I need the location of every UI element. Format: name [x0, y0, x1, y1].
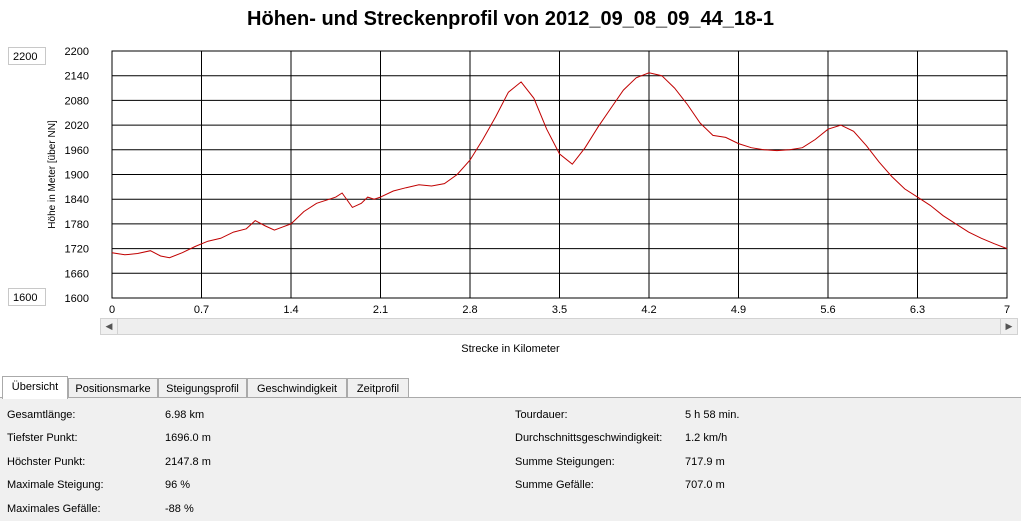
stat-label: Maximales Gefälle: — [7, 503, 101, 515]
y-tick-label: 1780 — [65, 219, 89, 231]
stat-value: 717.9 m — [685, 456, 725, 468]
stat-value: 707.0 m — [685, 479, 725, 491]
x-tick-label: 4.2 — [641, 304, 656, 316]
stat-label: Gesamtlänge: — [7, 409, 76, 421]
x-tick-label: 0 — [109, 304, 115, 316]
y-tick-label: 2200 — [65, 46, 89, 58]
chart-title: Höhen- und Streckenprofil von 2012_09_08… — [247, 8, 774, 30]
y-tick-label: 1720 — [65, 244, 89, 256]
stat-value: 96 % — [165, 479, 191, 491]
stat-label: Maximale Steigung: — [7, 479, 104, 491]
x-tick-label: 2.1 — [373, 304, 388, 316]
tab-steigungsprofil[interactable]: Steigungsprofil — [158, 378, 247, 398]
x-tick-label: 7 — [1004, 304, 1010, 316]
chart-scrollbar[interactable]: ◀ ▶ — [100, 318, 1018, 335]
stat-label: Höchster Punkt: — [7, 456, 86, 468]
stat-value: 5 h 58 min. — [685, 409, 740, 421]
stat-label: Tiefster Punkt: — [7, 432, 78, 444]
overview-panel: Gesamtlänge: 6.98 km Tiefster Punkt: 169… — [0, 397, 1021, 521]
tab-bar: Übersicht Positionsmarke Steigungsprofil… — [0, 376, 1021, 399]
y-tick-label: 2020 — [65, 120, 89, 132]
x-tick-label: 4.9 — [731, 304, 746, 316]
x-axis-label: Strecke in Kilometer — [461, 343, 560, 355]
y-tick-label: 1900 — [65, 170, 89, 182]
y-tick-label: 2080 — [65, 95, 89, 107]
stat-value: 6.98 km — [165, 409, 205, 421]
y-min-field[interactable]: 1600 — [8, 288, 46, 306]
x-tick-label: 3.5 — [552, 304, 567, 316]
y-tick-label: 2140 — [65, 71, 89, 83]
elevation-line — [111, 72, 1008, 259]
stat-label: Tourdauer: — [515, 409, 568, 421]
y-max-field[interactable]: 2200 — [8, 47, 46, 65]
x-tick-label: 0.7 — [194, 304, 209, 316]
stat-value: 1696.0 m — [165, 432, 211, 444]
scroll-right-icon[interactable]: ▶ — [1000, 319, 1017, 334]
y-tick-label: 1660 — [65, 268, 89, 280]
tab-geschwindigkeit[interactable]: Geschwindigkeit — [247, 378, 347, 398]
tab-zeitprofil[interactable]: Zeitprofil — [347, 378, 409, 398]
stat-value: 2147.8 m — [165, 456, 211, 468]
y-tick-label: 1960 — [65, 145, 89, 157]
elevation-chart: 0 0.7 1.4 2.1 2.8 3.5 4.2 4.9 5.6 6.3 7 2200 2140 208… — [47, 46, 1010, 316]
x-tick-label: 1.4 — [283, 304, 298, 316]
stat-label: Summe Gefälle: — [515, 479, 594, 491]
scroll-left-icon[interactable]: ◀ — [101, 319, 118, 334]
y-tick-label: 1840 — [65, 194, 89, 206]
stat-value: 1.2 km/h — [685, 432, 728, 444]
x-tick-label: 5.6 — [820, 304, 835, 316]
x-tick-label: 6.3 — [910, 304, 925, 316]
stat-value: -88 % — [165, 503, 194, 515]
y-axis-label: Höhe in Meter [über NN] — [47, 120, 58, 229]
y-tick-label: 1600 — [65, 293, 89, 305]
stat-label: Summe Steigungen: — [515, 456, 615, 468]
tab-uebersicht[interactable]: Übersicht — [2, 376, 68, 399]
stat-label: Durchschnittsgeschwindigkeit: — [515, 432, 663, 444]
tab-positionsmarke[interactable]: Positionsmarke — [68, 378, 158, 398]
x-tick-label: 2.8 — [462, 304, 477, 316]
